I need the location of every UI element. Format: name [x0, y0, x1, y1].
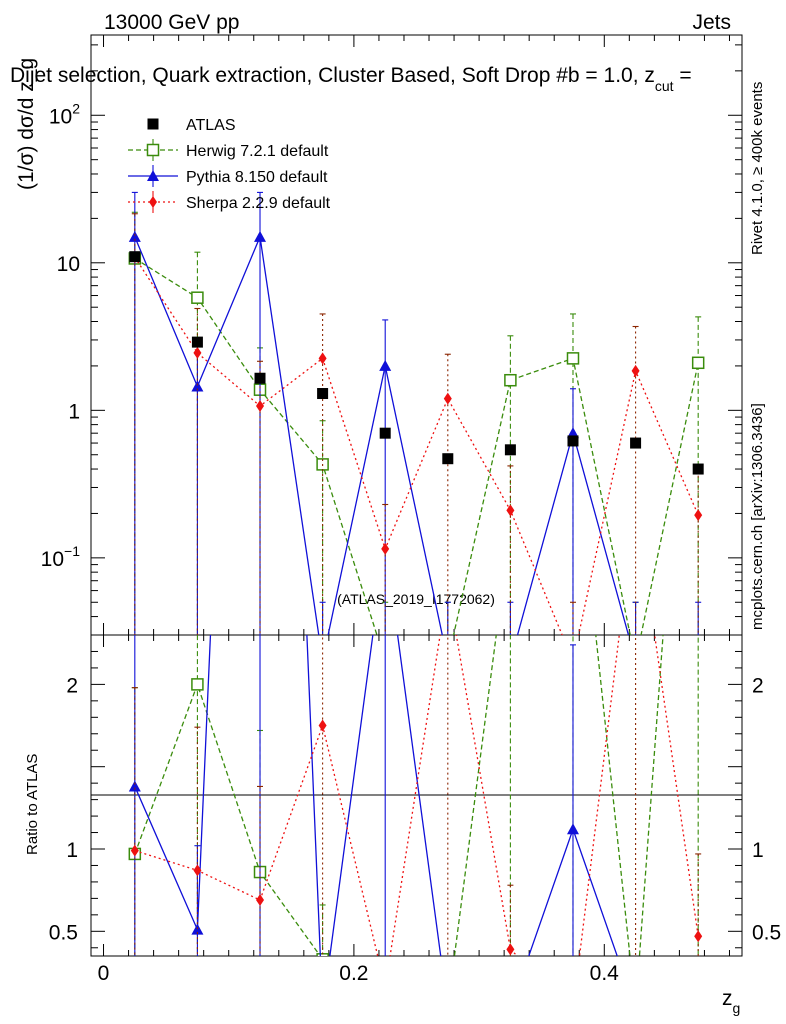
sherpa-point — [569, 1003, 577, 1015]
herwig-point — [191, 291, 204, 304]
x-tick-label: 0 — [98, 962, 110, 985]
plot-title-tail: = — [674, 64, 692, 87]
ratio-tick-label-right: 0.5 — [752, 921, 781, 944]
herwig-point — [380, 1003, 391, 1014]
legend-label-pythia: Pythia 8.150 default — [186, 169, 328, 186]
pythia-point — [128, 230, 141, 242]
x-tick-label: 0.4 — [590, 962, 620, 985]
ratio-tick-label: 2 — [66, 674, 78, 697]
sherpa-point — [318, 719, 327, 732]
ratio-tick-label: 1 — [66, 839, 78, 862]
sherpa-point — [631, 364, 640, 377]
ratio-tick-label: 0.5 — [49, 921, 78, 944]
y-tick-label: 10 — [57, 253, 80, 276]
main-plot-layer — [128, 191, 705, 666]
category-label: Jets — [692, 11, 731, 34]
sherpa-point — [443, 392, 452, 405]
pythia-point — [128, 780, 141, 792]
sherpa-point — [193, 864, 202, 877]
ratio-tick-label-right: 1 — [752, 839, 764, 862]
energy-label: 13000 GeV pp — [104, 11, 239, 34]
herwig-line — [134, 257, 699, 635]
sherpa-point — [381, 542, 390, 555]
y-tick-label: 1 — [68, 400, 80, 423]
ratio-tick-label-right: 2 — [752, 674, 764, 697]
herwig-ratio-line — [134, 635, 664, 956]
pythia-point — [566, 427, 579, 439]
legend: ATLAS Herwig 7.2.1 default Pythia 8.150 de… — [128, 117, 331, 213]
herwig-point — [691, 356, 705, 370]
legend-label-sherpa: Sherpa 2.2.9 default — [186, 195, 331, 212]
atlas-point — [630, 437, 642, 449]
sherpa-ratio-line — [134, 635, 699, 956]
pythia-point — [692, 1003, 704, 1014]
herwig-point — [630, 1003, 641, 1014]
atlas-point — [504, 444, 516, 456]
legend-label-atlas: ATLAS — [186, 117, 236, 134]
sherpa-point — [381, 981, 389, 993]
atlas-point — [567, 435, 579, 447]
herwig-point — [442, 1002, 453, 1013]
y-tick-label: 102 — [49, 100, 80, 128]
pythia-point — [317, 1004, 329, 1015]
herwig-point — [316, 953, 329, 956]
plot-title-main: Dijet selection, Quark extraction, Clust… — [10, 64, 655, 87]
pythia-point — [504, 1003, 516, 1014]
atlas-point — [379, 427, 391, 439]
mcplots-label: mcplots.cern.ch [arXiv:1306.3436] — [749, 403, 766, 630]
pythia-point — [630, 1003, 642, 1014]
legend-label-herwig: Herwig 7.2.1 default — [186, 143, 329, 160]
atlas-point — [147, 118, 159, 130]
ratio-plot-layer — [128, 152, 704, 1015]
herwig-point — [191, 678, 204, 691]
herwig-point — [566, 352, 580, 365]
pythia-ratio-line — [134, 635, 618, 956]
pythia-point — [254, 230, 267, 242]
sherpa-point — [149, 196, 157, 208]
plot-title: Dijet selection, Quark extraction, Clust… — [10, 64, 692, 94]
herwig-point — [504, 373, 517, 387]
sherpa-point — [256, 894, 265, 907]
ratio-axis-label: Ratio to ATLAS — [24, 754, 41, 855]
sherpa-point — [193, 346, 202, 359]
sherpa-point — [256, 399, 265, 412]
herwig-point — [442, 655, 453, 666]
x-axis-label: zg — [722, 987, 740, 1016]
axes-layer: 0 0.2 0.4 10−1 1 10 102 0.5 0.5 1 1 2 2 — [41, 35, 781, 985]
herwig-point — [693, 152, 704, 163]
y-axis-label: (1/σ) dσ/d z_g — [15, 58, 38, 190]
pythia-point — [147, 170, 159, 181]
sherpa-point — [694, 509, 703, 522]
herwig-point — [146, 143, 160, 157]
pythia-point — [566, 823, 579, 835]
atlas-point — [692, 463, 704, 475]
sherpa-line — [134, 256, 699, 635]
pythia-point — [442, 1003, 454, 1014]
pythia-line — [134, 234, 630, 635]
atlas-point — [191, 336, 203, 348]
sherpa-point — [506, 504, 515, 517]
plot-title-sub: cut — [655, 78, 674, 94]
atlas-point — [442, 453, 454, 465]
sherpa-point — [694, 930, 703, 943]
atlas-point — [254, 372, 266, 384]
sherpa-point — [318, 352, 327, 365]
analysis-watermark: (ATLAS_2019_I1772062) — [337, 591, 495, 607]
rivet-label: Rivet 4.1.0, ≥ 400k events — [749, 82, 766, 255]
y-tick-label: 10−1 — [41, 543, 81, 571]
atlas-point — [317, 388, 329, 400]
pythia-point — [379, 359, 392, 371]
x-tick-label: 0.2 — [339, 962, 368, 985]
sherpa-point — [130, 844, 139, 857]
atlas-point — [129, 251, 141, 263]
sherpa-point — [506, 943, 515, 956]
pythia-point — [191, 380, 204, 392]
